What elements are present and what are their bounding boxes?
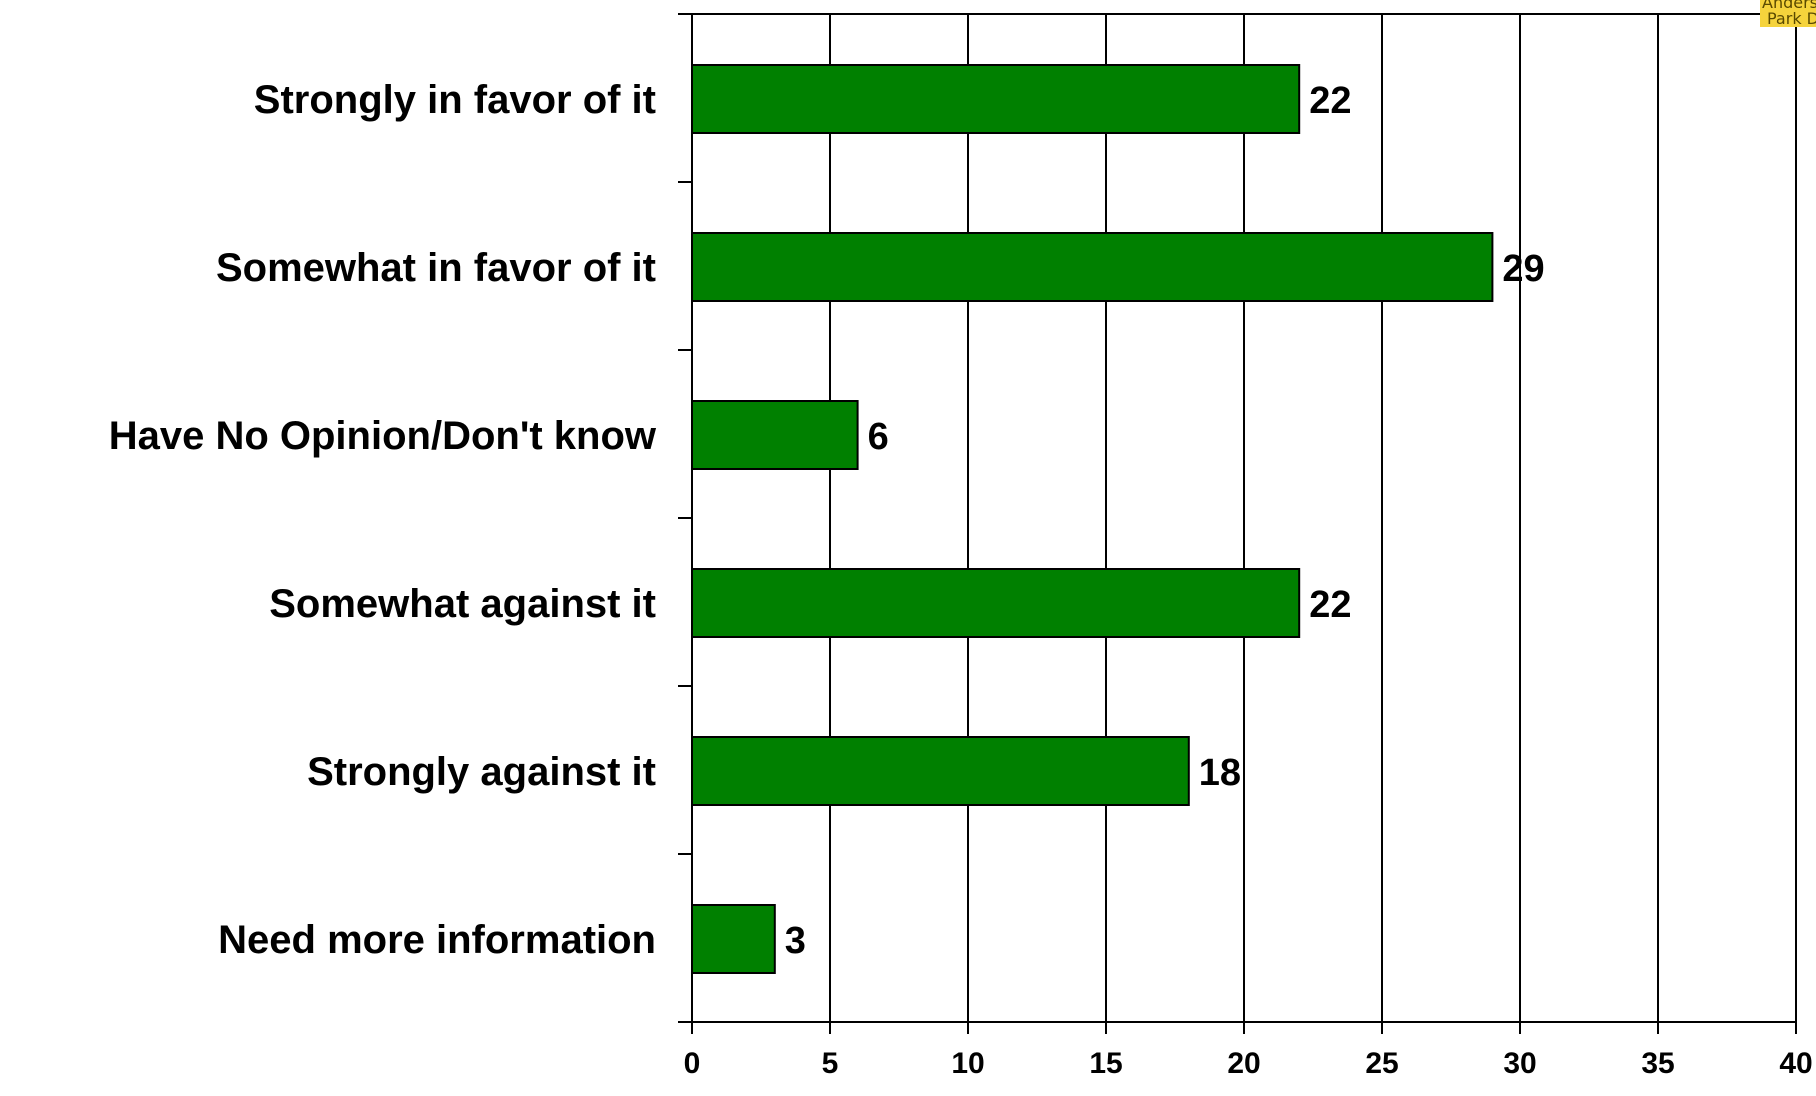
labels: 0 5 10 15 20 25 30 35 40 Strongly in favor of it 2… bbox=[109, 78, 1813, 1080]
x-tick-label: 35 bbox=[1641, 1047, 1674, 1080]
x-tick-label: 10 bbox=[951, 1047, 984, 1080]
bar bbox=[691, 64, 1301, 134]
x-tick-label: 15 bbox=[1089, 1047, 1122, 1080]
x-tick-label: 30 bbox=[1503, 1047, 1536, 1080]
bar bbox=[691, 232, 1494, 302]
category-label: Have No Opinion/Don't know bbox=[109, 414, 657, 458]
logo: Anderson Park D bbox=[1760, 0, 1816, 28]
x-tick-label: 20 bbox=[1227, 1047, 1260, 1080]
x-tick-label: 40 bbox=[1779, 1047, 1812, 1080]
value-label: 22 bbox=[1309, 80, 1351, 122]
value-label: 29 bbox=[1502, 248, 1544, 290]
category-label: Strongly against it bbox=[307, 750, 656, 794]
bars bbox=[691, 64, 1494, 974]
value-label: 22 bbox=[1309, 584, 1351, 626]
category-label: Somewhat against it bbox=[269, 582, 656, 626]
value-label: 18 bbox=[1199, 752, 1241, 794]
gridlines bbox=[829, 14, 1797, 1022]
logo-line-2: Park D bbox=[1767, 9, 1816, 28]
bar bbox=[691, 904, 776, 974]
bar bbox=[691, 568, 1301, 638]
logo-badge bbox=[1760, 0, 1816, 27]
x-tick-label: 0 bbox=[684, 1047, 701, 1080]
category-label: Somewhat in favor of it bbox=[216, 246, 656, 290]
bar bbox=[691, 400, 859, 470]
logo-line-1: Anderson bbox=[1762, 0, 1816, 12]
category-label: Need more information bbox=[218, 918, 656, 962]
x-tick-label: 5 bbox=[822, 1047, 839, 1080]
value-label: 3 bbox=[785, 920, 806, 962]
axes bbox=[678, 13, 1797, 1034]
category-label: Strongly in favor of it bbox=[254, 78, 656, 122]
value-label: 6 bbox=[868, 416, 889, 458]
x-tick-label: 25 bbox=[1365, 1047, 1398, 1080]
bar bbox=[691, 736, 1190, 806]
